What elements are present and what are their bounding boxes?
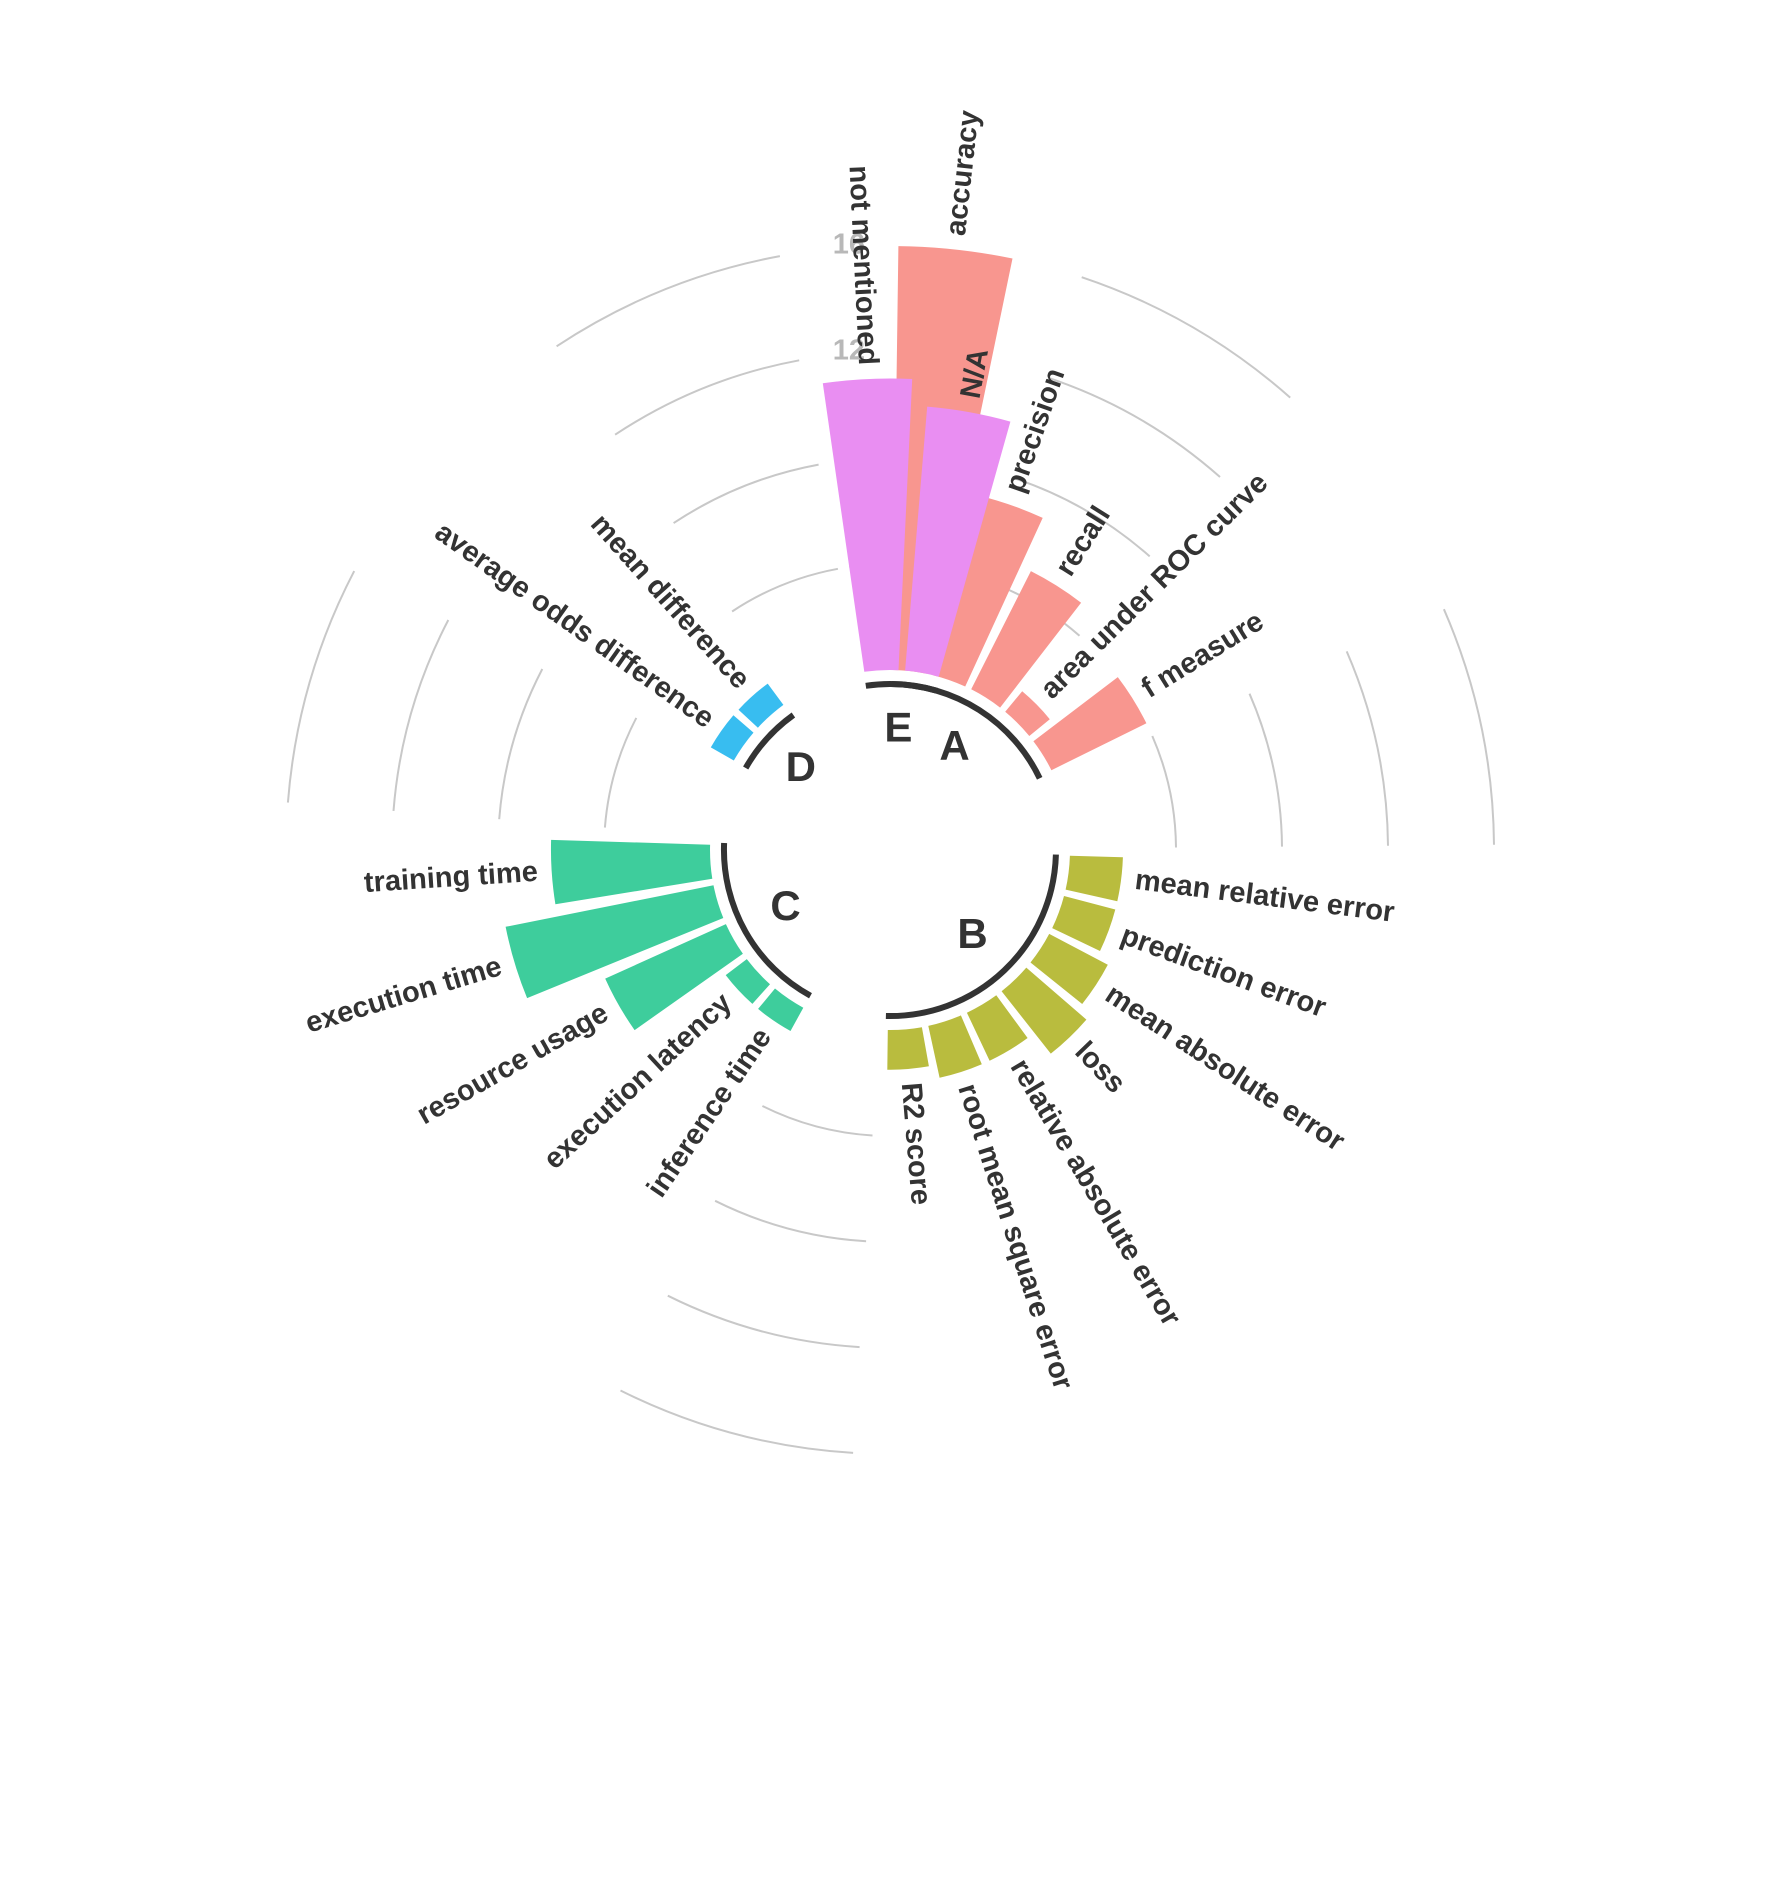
tick-label: 16 xyxy=(833,229,865,261)
bar-precision xyxy=(932,495,1043,687)
bar-label-precision: precision xyxy=(999,364,1072,496)
bar-area-under-roc-curve xyxy=(1005,691,1050,736)
bar-mean-absolute-error xyxy=(1030,933,1108,1004)
group-label-c: C xyxy=(770,882,800,929)
bar-label-recall: recall xyxy=(1050,501,1118,582)
tick-label: 12 xyxy=(833,335,865,367)
bar-loss xyxy=(1001,967,1087,1054)
group-arc-b xyxy=(885,854,1059,1020)
group-label-d: D xyxy=(786,743,816,790)
bar-resource-usage xyxy=(605,924,743,1031)
bar-label-accuracy: accuracy xyxy=(940,109,986,238)
grid-arc xyxy=(667,1294,860,1349)
group-arc-c xyxy=(720,842,812,999)
grid-arcs xyxy=(286,255,1495,1454)
grid-arc xyxy=(761,1105,873,1137)
group-arc-d xyxy=(743,712,796,770)
grid-arc xyxy=(1047,376,1221,478)
grid-arc xyxy=(1248,693,1283,847)
bar-label-execution-time: execution time xyxy=(302,950,506,1039)
bar-f-measure xyxy=(1033,677,1147,771)
group-label-b: B xyxy=(957,910,987,957)
bar-root-mean-square-error xyxy=(928,1015,982,1078)
bar-label-r2-score: R2 score xyxy=(895,1081,937,1206)
bar-training-time xyxy=(550,839,713,905)
bar-label-training-time: training time xyxy=(363,856,539,899)
group-label-e: E xyxy=(884,703,912,750)
group-arcs: A B C D E xyxy=(720,681,1059,1020)
bar-n-a xyxy=(905,406,1011,677)
grid-arc xyxy=(1442,608,1495,845)
bar-label-loss: loss xyxy=(1069,1036,1132,1100)
bar-average-odds-difference xyxy=(710,715,754,761)
grid-arc xyxy=(673,463,819,524)
bar-execution-latency xyxy=(725,959,770,1004)
bar-recall xyxy=(971,571,1082,708)
grid-arc xyxy=(556,255,781,348)
grid-arc xyxy=(614,359,800,436)
bar-label-mean-relative-error: mean relative error xyxy=(1133,864,1396,929)
grid-arc xyxy=(620,1389,854,1454)
grid-arc xyxy=(1014,477,1151,558)
bar-inference-time xyxy=(758,988,804,1031)
bar-mean-relative-error xyxy=(1065,855,1123,902)
grid-arc xyxy=(714,1199,867,1243)
group-arc-e xyxy=(865,681,938,694)
grid-arc xyxy=(1345,651,1389,846)
bars xyxy=(505,246,1147,1078)
grid-arc xyxy=(392,619,450,811)
bar-mean-difference xyxy=(738,683,784,728)
group-label-a: A xyxy=(939,722,969,769)
bar-prediction-error xyxy=(1052,896,1116,951)
bar-not-mentioned xyxy=(822,378,913,672)
grid-arc xyxy=(1151,735,1177,848)
grid-arc xyxy=(603,717,638,828)
grid-arc xyxy=(1081,276,1291,399)
grid-arc xyxy=(286,570,356,803)
grid-arc xyxy=(731,567,839,613)
bar-execution-time xyxy=(505,885,724,999)
grid-arc xyxy=(498,668,544,820)
bar-label-f-measure: f measure xyxy=(1136,605,1269,704)
bar-r2-score xyxy=(887,1027,929,1070)
bar-relative-absolute-error xyxy=(966,995,1028,1061)
